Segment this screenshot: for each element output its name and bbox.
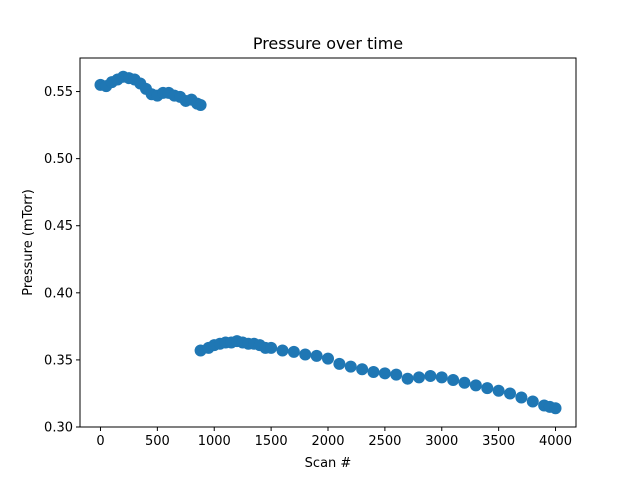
- data-point: [515, 391, 528, 404]
- data-point: [194, 98, 207, 111]
- y-tick-label: 0.55: [44, 85, 73, 100]
- chart-title: Pressure over time: [253, 34, 403, 53]
- data-point: [447, 374, 460, 387]
- data-point: [322, 352, 334, 365]
- data-point: [344, 360, 357, 373]
- x-tick-label: 2500: [368, 434, 401, 449]
- y-tick-label: 0.40: [44, 286, 73, 301]
- data-point: [299, 348, 312, 361]
- data-point: [378, 367, 391, 380]
- data-point: [333, 357, 346, 370]
- data-point: [424, 370, 437, 383]
- y-axis-ticks: 0.30 0.35 0.40 0.45 0.50 0.55: [44, 85, 80, 436]
- data-point: [481, 382, 494, 395]
- x-axis-ticks: 0 500 1000 1500 2000 2500 3000 3500 4000: [96, 427, 572, 449]
- data-point: [492, 384, 505, 397]
- data-point: [401, 372, 414, 385]
- x-tick-label: 1500: [255, 434, 288, 449]
- data-point: [310, 349, 323, 362]
- y-tick-label: 0.45: [44, 219, 73, 234]
- y-axis-label: Pressure (mTorr): [21, 189, 36, 296]
- data-point: [367, 365, 380, 378]
- data-point: [356, 363, 369, 376]
- data-point: [276, 344, 289, 357]
- x-tick-label: 2000: [311, 434, 344, 449]
- data-point: [458, 376, 471, 389]
- x-tick-label: 1000: [198, 434, 231, 449]
- data-point: [435, 371, 448, 384]
- data-point: [265, 341, 278, 354]
- y-tick-label: 0.50: [44, 152, 73, 167]
- y-tick-label: 0.30: [44, 421, 73, 436]
- x-tick-label: 3000: [425, 434, 458, 449]
- x-tick-label: 500: [145, 434, 170, 449]
- data-point: [549, 402, 562, 415]
- data-point: [526, 395, 539, 408]
- plot-frame: [79, 57, 577, 428]
- x-axis-label: Scan #: [305, 456, 352, 471]
- data-point: [287, 345, 300, 358]
- x-tick-label: 4000: [539, 434, 572, 449]
- data-point: [413, 371, 426, 384]
- y-tick-label: 0.35: [44, 353, 73, 368]
- x-tick-label: 3500: [482, 434, 515, 449]
- x-tick-label: 0: [96, 434, 104, 449]
- data-point: [390, 368, 403, 381]
- data-point: [469, 379, 482, 392]
- data-point: [504, 387, 517, 400]
- data-points: [94, 70, 562, 415]
